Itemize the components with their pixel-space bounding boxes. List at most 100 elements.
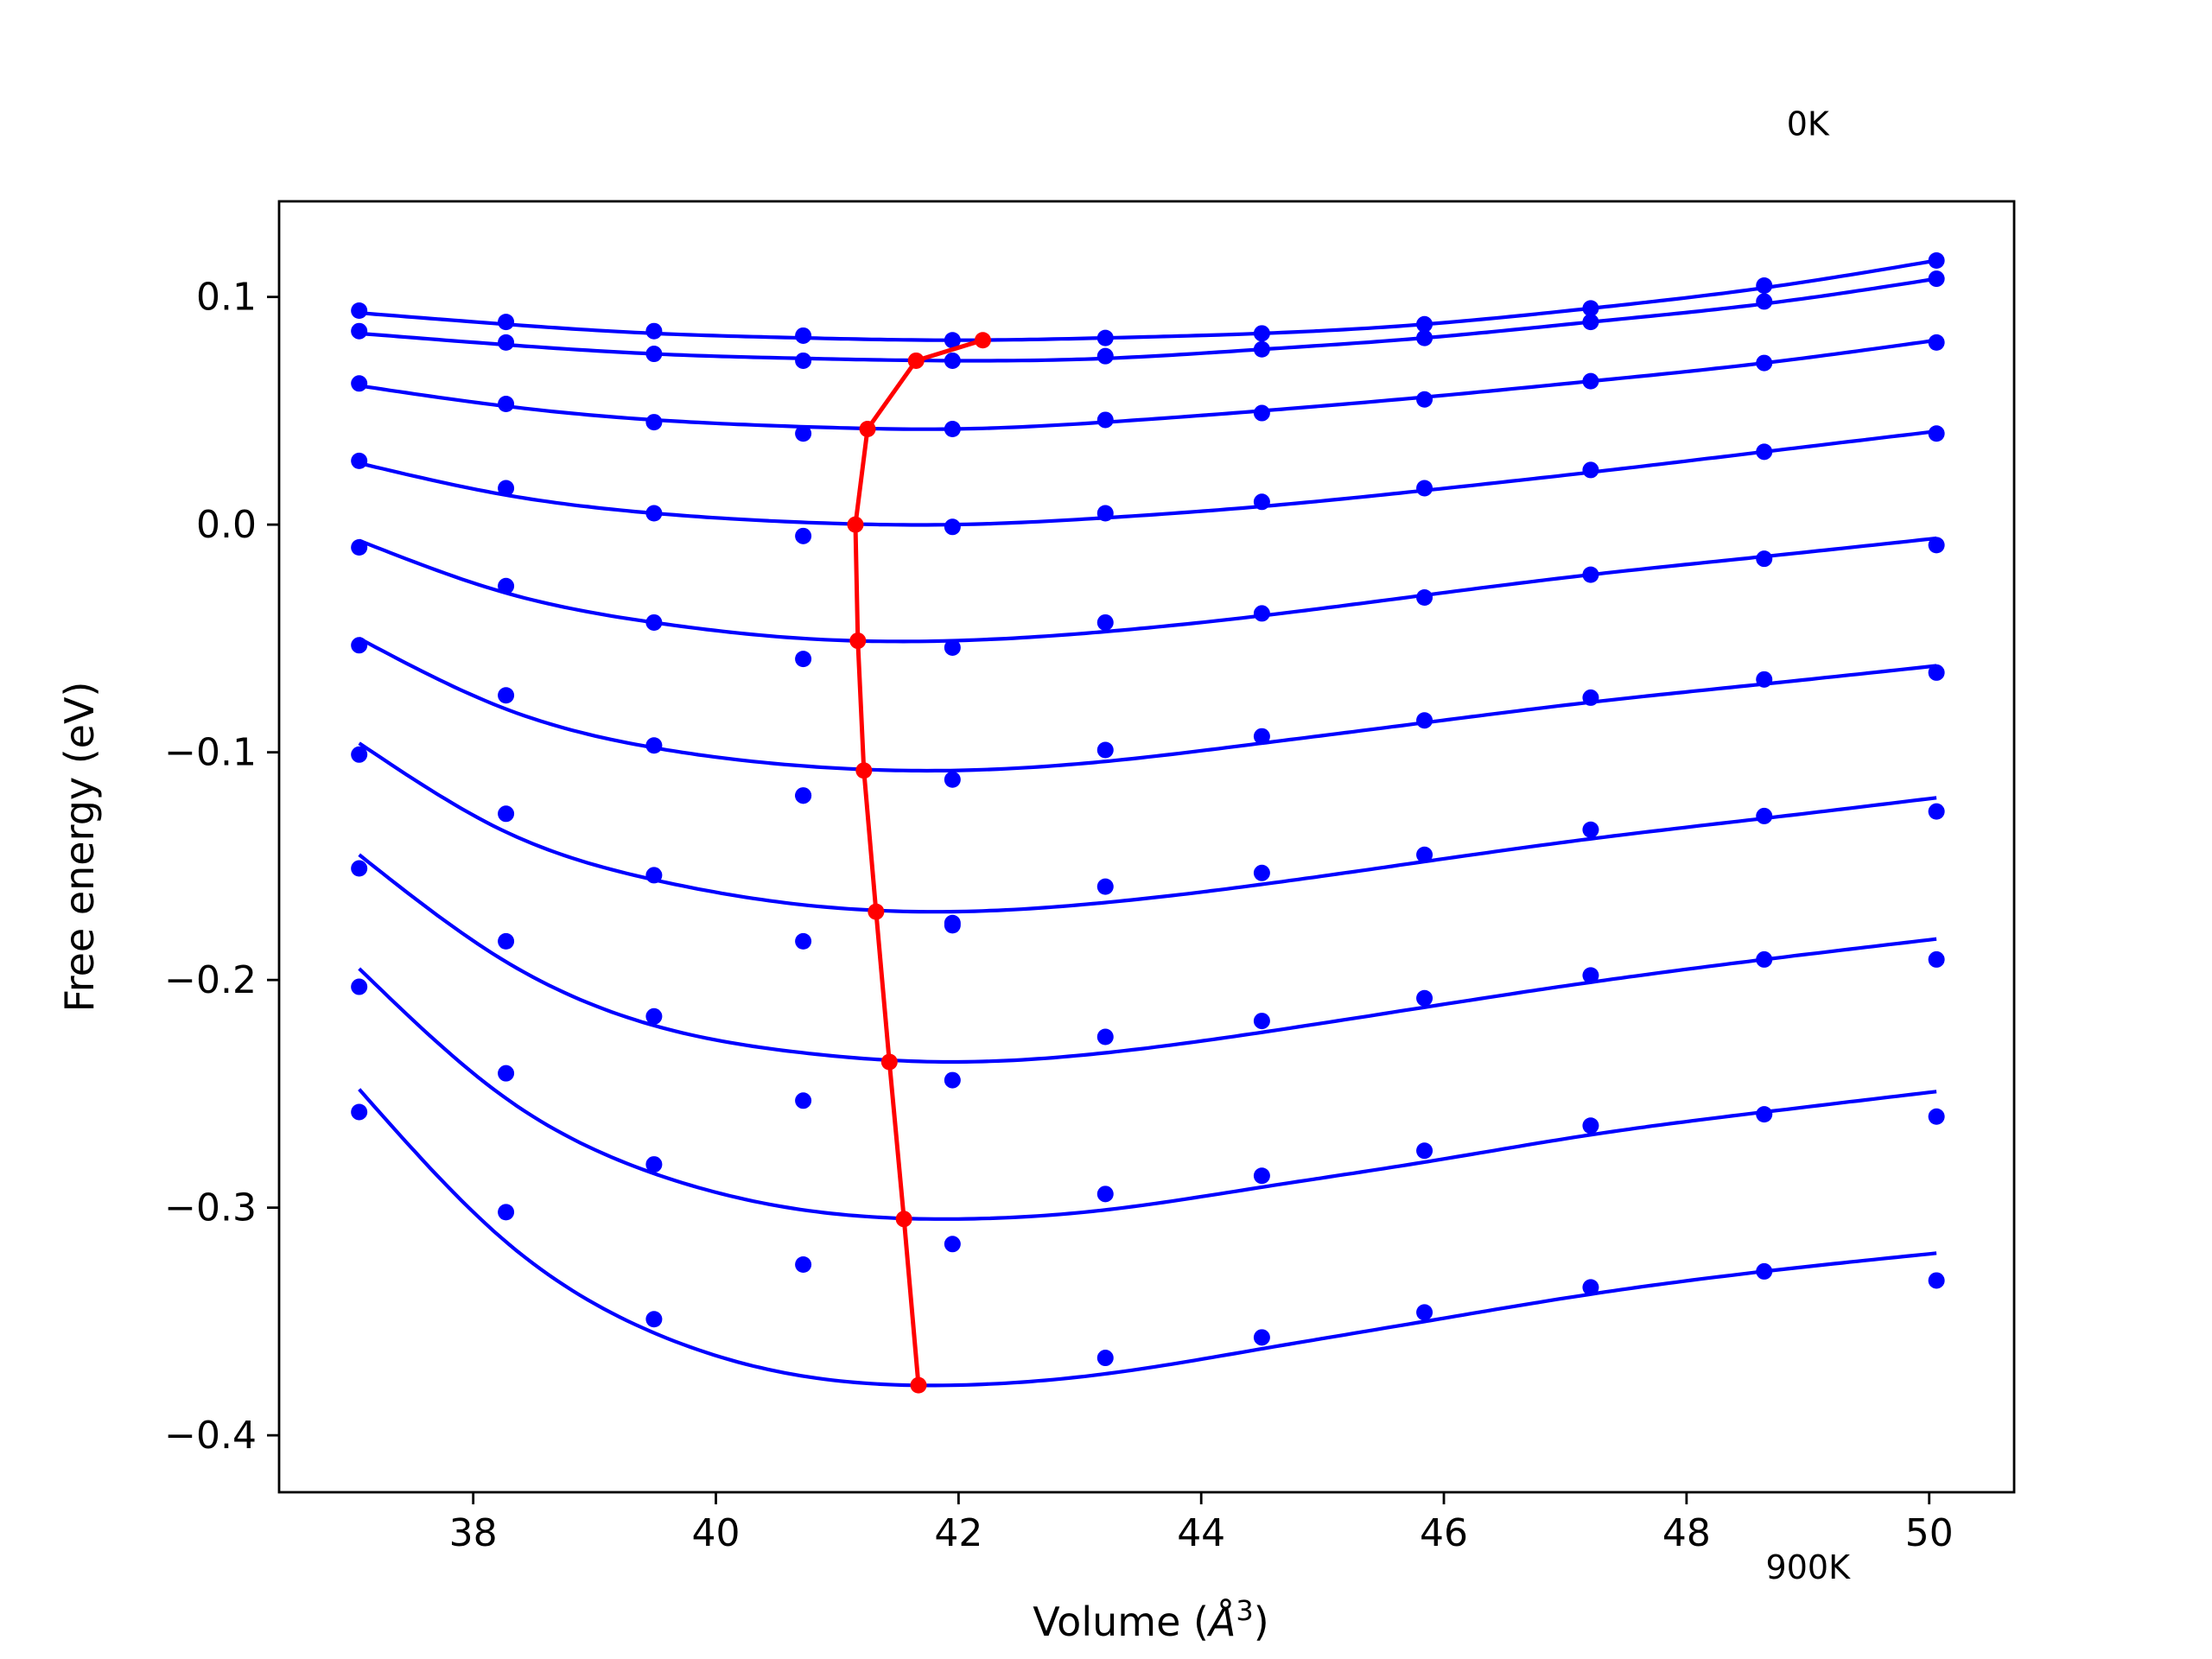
data-point <box>1416 329 1433 346</box>
data-point <box>1582 821 1599 838</box>
minimum-point <box>855 762 873 779</box>
data-point <box>1096 411 1114 429</box>
data-point <box>351 978 368 995</box>
data-point <box>1928 1108 1945 1125</box>
data-point <box>351 302 368 319</box>
data-point <box>1416 1142 1433 1160</box>
x-axis-ticks: 38 40 42 44 46 48 50 <box>449 1492 1954 1555</box>
data-point <box>1756 1106 1773 1123</box>
data-point <box>1928 803 1945 820</box>
x-axis-label-superscript: 3 <box>1236 1594 1253 1627</box>
x-tick-label: 44 <box>1177 1511 1225 1555</box>
x-tick-label: 40 <box>692 1511 741 1555</box>
fit-curve-9 <box>358 1088 1937 1388</box>
x-tick-label: 46 <box>1420 1511 1468 1555</box>
data-point <box>1582 300 1599 317</box>
data-point <box>1756 276 1773 294</box>
fit-curve-1 <box>359 276 1937 363</box>
data-point <box>1582 314 1599 331</box>
data-point <box>1416 480 1433 497</box>
data-point <box>645 613 663 631</box>
data-point <box>645 414 663 431</box>
data-point <box>1928 334 1945 351</box>
fit-curves <box>358 258 1937 1388</box>
data-point <box>1582 566 1599 583</box>
data-point <box>1096 1028 1114 1046</box>
data-point <box>1582 461 1599 479</box>
data-point <box>645 867 663 884</box>
annotation-label: 0K <box>1787 105 1830 143</box>
data-point <box>944 420 961 437</box>
data-point <box>1253 404 1270 422</box>
data-point <box>1756 443 1773 461</box>
x-tick-label: 38 <box>449 1511 498 1555</box>
y-tick-label: 0.0 <box>196 503 257 547</box>
data-point <box>498 577 515 594</box>
data-point <box>645 322 663 340</box>
data-point <box>1756 354 1773 372</box>
fit-curve-6 <box>358 741 1937 914</box>
fit-curve-3 <box>359 429 1937 527</box>
minimum-path <box>847 332 991 1394</box>
data-point <box>351 375 368 392</box>
data-point <box>1928 537 1945 554</box>
data-point <box>351 746 368 763</box>
data-point <box>1582 1117 1599 1135</box>
minimum-path-line <box>853 338 984 1386</box>
fit-curve-4 <box>358 536 1937 644</box>
data-point <box>1756 550 1773 568</box>
data-point <box>645 1156 663 1173</box>
fit-curve-7 <box>358 853 1937 1065</box>
fit-curve-2 <box>359 338 1937 431</box>
data-point <box>351 539 368 556</box>
data-point <box>1096 741 1114 759</box>
data-point <box>1096 1350 1114 1367</box>
plot-frame <box>277 200 2016 1494</box>
data-point <box>351 860 368 877</box>
y-tick-label: −0.4 <box>164 1414 257 1458</box>
data-point <box>1582 1279 1599 1296</box>
data-point <box>1096 505 1114 522</box>
minimum-point <box>907 352 925 369</box>
data-point <box>1253 728 1270 745</box>
data-point <box>1756 807 1773 824</box>
data-point <box>351 1103 368 1121</box>
data-point <box>944 639 961 656</box>
data-point <box>1928 252 1945 270</box>
minimum-point <box>974 332 991 349</box>
data-point <box>795 1256 812 1274</box>
data-point <box>1253 1013 1270 1030</box>
minimum-point <box>895 1211 912 1228</box>
minimum-point <box>880 1053 898 1071</box>
data-point <box>498 396 515 413</box>
data-point <box>498 314 515 331</box>
data-point <box>795 327 812 344</box>
data-point <box>498 932 515 950</box>
fit-curve-8 <box>358 967 1937 1221</box>
data-point <box>1756 1262 1773 1280</box>
x-axis-label-suffix: ) <box>1254 1599 1269 1645</box>
fit-curve-5 <box>358 637 1937 773</box>
data-point <box>498 480 515 497</box>
data-point <box>795 425 812 442</box>
data-point <box>1253 1329 1270 1346</box>
y-axis-ticks: −0.4 −0.3 −0.2 −0.1 0.0 0.1 <box>164 276 279 1458</box>
data-point <box>1096 878 1114 895</box>
data-point <box>944 518 961 536</box>
data-point <box>944 917 961 934</box>
data-point <box>498 1204 515 1221</box>
data-point <box>1253 340 1270 358</box>
data-point <box>944 1236 961 1253</box>
x-axis-label: Volume (Å3) <box>1033 1594 1268 1645</box>
data-point <box>795 787 812 804</box>
data-point <box>795 932 812 950</box>
data-point <box>944 1071 961 1089</box>
data-point <box>1416 315 1433 333</box>
x-tick-label: 42 <box>934 1511 982 1555</box>
data-point <box>645 1311 663 1328</box>
data-point <box>795 527 812 544</box>
y-tick-label: −0.3 <box>164 1186 257 1230</box>
data-point <box>645 1007 663 1025</box>
